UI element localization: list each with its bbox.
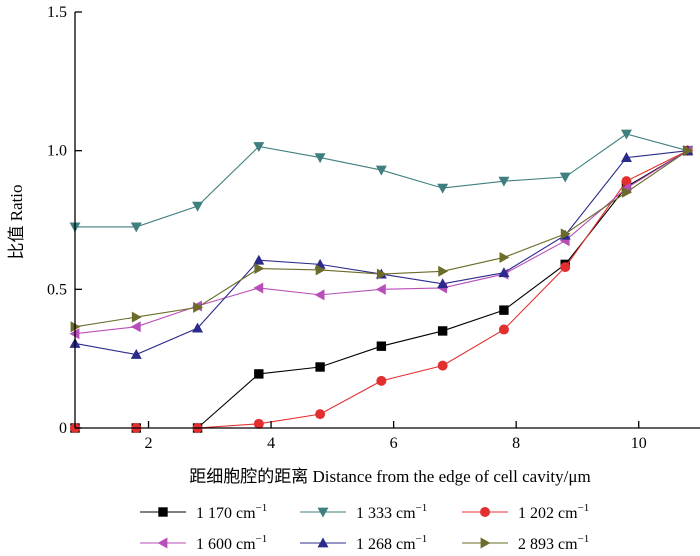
data-point xyxy=(315,264,326,276)
data-point xyxy=(498,324,509,335)
data-point xyxy=(620,152,632,162)
data-point xyxy=(498,267,510,278)
series-1 xyxy=(69,129,694,233)
data-point xyxy=(498,176,510,187)
data-point xyxy=(437,360,448,371)
data-point xyxy=(130,321,141,333)
data-point xyxy=(376,341,387,351)
series-line xyxy=(74,150,689,335)
x-axis-title: 距细胞腔的距离 Distance from the edge of cell c… xyxy=(189,467,590,486)
data-point xyxy=(192,322,204,333)
data-point xyxy=(253,254,265,265)
legend-superscript: −1 xyxy=(416,533,428,545)
legend-label: 1 202 cm−1 xyxy=(518,502,589,522)
y-tick-label: 0 xyxy=(59,420,67,437)
data-point xyxy=(315,409,326,420)
series-layer xyxy=(69,129,694,433)
data-point xyxy=(314,289,325,301)
legend-label: 1 268 cm−1 xyxy=(356,533,427,553)
data-point xyxy=(253,142,265,153)
data-point xyxy=(499,305,509,315)
legend-superscript: −1 xyxy=(578,533,590,545)
legend-item-3: 1 600 cm−1 xyxy=(140,533,267,553)
legend-label: 1 333 cm−1 xyxy=(356,502,427,522)
data-point xyxy=(376,268,387,280)
legend-superscript: −1 xyxy=(256,502,268,514)
data-point xyxy=(375,165,387,176)
legend-marker xyxy=(158,507,168,517)
data-point xyxy=(560,228,571,240)
data-point xyxy=(253,282,264,294)
legend-item-0: 1 170 cm−1 xyxy=(140,502,267,522)
legend-label: 1 600 cm−1 xyxy=(196,533,267,553)
legend-item-1: 1 333 cm−1 xyxy=(300,502,427,522)
data-point xyxy=(437,278,449,289)
legend-item-2: 1 202 cm−1 xyxy=(462,502,589,522)
x-tick-label: 8 xyxy=(512,435,520,452)
legend-label: 1 170 cm−1 xyxy=(196,502,267,522)
y-tick-label: 1.5 xyxy=(47,4,67,21)
data-point xyxy=(620,129,632,140)
axes-layer: 0 0.5 1.0 1.5 2 4 6 8 10 xyxy=(47,4,700,452)
data-point xyxy=(499,251,510,263)
data-point xyxy=(254,369,264,379)
legend-superscript: −1 xyxy=(256,533,268,545)
data-point xyxy=(130,349,142,359)
legend-item-5: 2 893 cm−1 xyxy=(462,533,589,553)
data-point xyxy=(437,183,449,194)
legend-marker xyxy=(157,537,168,549)
legend: 1 170 cm−1 1 333 cm−1 1 202 cm−1 1 600 cm−1… xyxy=(140,502,589,553)
legend-marker xyxy=(480,507,490,517)
x-tick-label: 6 xyxy=(390,435,398,452)
data-point xyxy=(560,262,571,273)
legend-item-4: 1 268 cm−1 xyxy=(300,533,427,553)
data-point xyxy=(192,201,204,212)
legend-marker xyxy=(480,537,491,549)
x-tick-label: 10 xyxy=(631,435,647,452)
data-point xyxy=(315,362,325,372)
series-line xyxy=(74,150,689,328)
data-point xyxy=(314,153,326,164)
data-point xyxy=(376,375,387,386)
x-tick-label: 2 xyxy=(145,435,153,452)
data-point xyxy=(130,222,142,233)
data-point xyxy=(622,186,632,198)
series-line xyxy=(74,150,688,356)
data-point xyxy=(193,301,204,313)
data-point xyxy=(375,283,386,295)
legend-marker xyxy=(317,537,329,548)
legend-superscript: −1 xyxy=(416,502,428,514)
data-point xyxy=(437,326,448,336)
y-tick-label: 0.5 xyxy=(47,281,67,298)
x-tick-label: 4 xyxy=(267,435,275,452)
data-point xyxy=(254,263,265,275)
data-point xyxy=(131,311,142,323)
data-point xyxy=(253,418,264,429)
legend-marker xyxy=(317,507,329,518)
data-point xyxy=(559,172,571,183)
legend-label: 2 893 cm−1 xyxy=(518,533,589,553)
series-4 xyxy=(69,145,694,359)
data-point xyxy=(683,145,694,157)
y-tick-label: 1.0 xyxy=(47,143,67,160)
y-axis-title: 比值 Ratio xyxy=(7,184,26,259)
data-point xyxy=(438,265,449,277)
legend-superscript: −1 xyxy=(578,502,590,514)
